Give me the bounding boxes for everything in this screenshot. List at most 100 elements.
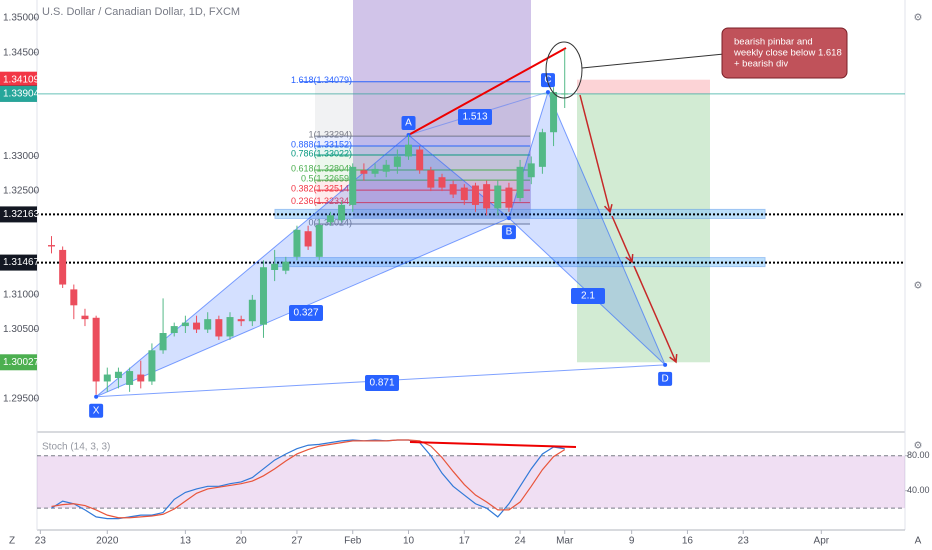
y-tick-label: 1.33000 xyxy=(3,151,40,162)
fib-band xyxy=(315,202,530,225)
pattern-point xyxy=(663,362,668,367)
candle-body xyxy=(70,289,78,306)
callout-line xyxy=(581,53,725,69)
arrow xyxy=(579,94,611,213)
x-tick-label: 24 xyxy=(515,536,527,547)
price-tag xyxy=(0,254,37,271)
price-tag xyxy=(0,354,37,371)
candle-body xyxy=(59,249,67,285)
ratio-label: 0.871 xyxy=(369,378,394,389)
fib-label: 0.5(1.32659) xyxy=(301,173,352,183)
candle-body xyxy=(349,166,357,205)
ratio-badge xyxy=(289,305,323,321)
icon[interactable]: ⚙ xyxy=(914,13,923,24)
candle-body xyxy=(259,267,267,325)
x-tick-label: 13 xyxy=(180,536,192,547)
icon[interactable]: ⚙ xyxy=(914,281,923,292)
fib-label: 1(1.33294) xyxy=(308,129,352,139)
price-tag xyxy=(0,71,37,88)
candle-body xyxy=(181,322,189,327)
candle-body xyxy=(438,177,446,188)
divergence-line xyxy=(409,441,577,448)
candle-body xyxy=(538,132,546,167)
point-label: C xyxy=(544,75,551,86)
price-tag-label: 1.31467 xyxy=(3,257,40,268)
pattern-point xyxy=(506,216,511,221)
x-tick-label: 20 xyxy=(236,536,248,547)
candle-body xyxy=(516,166,524,198)
candle-body xyxy=(393,156,401,167)
candle-body xyxy=(382,164,390,172)
ratio-badge xyxy=(365,375,399,391)
candle-body xyxy=(137,374,145,382)
price-tag-label: 1.32163 xyxy=(3,209,40,220)
candle-body xyxy=(527,163,535,178)
stoch-tick-label: 40.00 xyxy=(907,485,930,495)
arrow-head xyxy=(603,204,613,214)
candle-body xyxy=(449,184,457,195)
x-tick-label: 10 xyxy=(403,536,415,547)
candle-body xyxy=(148,350,156,382)
price-tag-label: 1.33904 xyxy=(3,89,40,100)
pattern-point xyxy=(545,90,550,95)
y-tick-label: 1.31000 xyxy=(3,290,40,301)
arrow xyxy=(611,215,633,263)
trend-line xyxy=(408,47,567,136)
price-tag xyxy=(0,206,37,223)
x-tick-label: Mar xyxy=(556,536,574,547)
fib-label: 0.382(1.32514) xyxy=(291,183,352,193)
candle-body xyxy=(271,263,279,270)
fib-band xyxy=(315,136,530,146)
candle-body xyxy=(505,187,513,208)
stop-zone xyxy=(577,79,710,94)
button-label[interactable]: Z xyxy=(9,536,15,547)
arrow-head xyxy=(625,253,634,264)
point-label: B xyxy=(506,227,513,238)
fib-label: 0.618(1.32804) xyxy=(291,163,352,173)
fib-label: 0.786(1.33022) xyxy=(291,148,352,158)
candle-body xyxy=(304,231,312,247)
candle-body xyxy=(114,371,122,378)
ratio-label: 2.1 xyxy=(581,291,595,302)
y-tick-label: 1.35000 xyxy=(3,13,40,24)
point-badge xyxy=(540,73,555,88)
candle-body xyxy=(92,317,100,382)
candle-body xyxy=(237,319,245,322)
chart-title: U.S. Dollar / Canadian Dollar, 1D, FXCM xyxy=(42,6,240,18)
candle-body xyxy=(315,225,323,257)
candle-body xyxy=(170,326,178,333)
candle-body xyxy=(483,184,491,209)
stoch-line xyxy=(51,439,566,519)
x-tick-label: 23 xyxy=(738,536,750,547)
candle-body xyxy=(159,333,167,351)
ratio-label: 1.513 xyxy=(462,112,487,123)
candle-body xyxy=(416,149,424,171)
button[interactable] xyxy=(4,532,20,548)
button-label[interactable]: A xyxy=(915,536,922,547)
fib-label: 0.236(1.32334) xyxy=(291,196,352,206)
stoch-line xyxy=(51,439,565,520)
price-tag xyxy=(0,85,37,102)
candle-body xyxy=(360,170,368,174)
candle-body xyxy=(561,93,569,95)
y-tick-label: 1.34500 xyxy=(3,47,40,58)
price-tag-label: 1.34109 xyxy=(3,74,40,85)
candle-body xyxy=(293,229,301,257)
highlight-circle xyxy=(545,41,583,99)
x-tick-label: 23 xyxy=(35,536,47,547)
candle-body xyxy=(427,170,435,188)
target-zone xyxy=(577,93,710,363)
annotation-box xyxy=(721,27,848,79)
arrow-head xyxy=(669,353,678,364)
candle-body xyxy=(248,299,256,322)
candle-body xyxy=(81,315,89,320)
point-label: D xyxy=(662,373,669,384)
annotation-text: + bearish div xyxy=(734,59,788,70)
fib-label: 0.888(1.33152) xyxy=(291,139,352,149)
icon[interactable]: ⚙ xyxy=(914,441,923,452)
stoch-band xyxy=(37,455,905,509)
x-tick-label: 9 xyxy=(629,536,635,547)
x-tick-label: 16 xyxy=(682,536,694,547)
annotation-text: bearish pinbar and xyxy=(734,37,813,48)
stoch-title: Stoch (14, 3, 3) xyxy=(42,442,110,453)
